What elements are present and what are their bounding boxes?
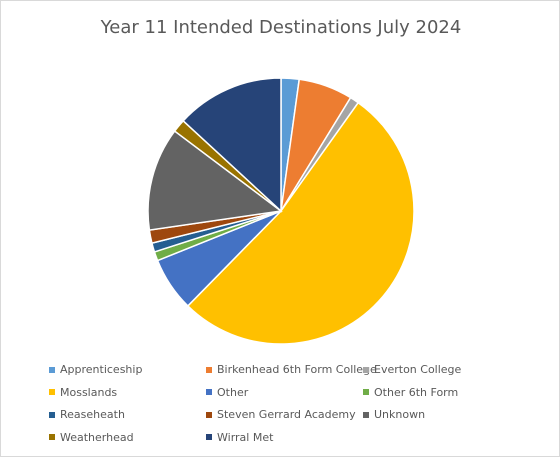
legend-item: Everton College [363,363,461,376]
legend-item: Apprenticeship [49,363,142,376]
legend-swatch [363,389,369,395]
legend-label: Other [217,385,249,399]
legend-item: Wirral Met [206,431,273,444]
legend-item: Steven Gerrard Academy [206,408,356,421]
legend-swatch [206,434,212,440]
legend-item: Other [206,386,248,399]
legend-label: Weatherhead [60,430,134,444]
chart-title: Year 11 Intended Destinations July 2024 [100,17,462,38]
legend-swatch [49,411,55,418]
legend-item: Birkenhead 6th Form College [206,363,377,376]
legend-label: Other 6th Form [374,385,459,399]
legend-swatch [49,434,55,440]
legend-label: Everton College [374,363,462,376]
legend-label: Unknown [374,408,426,421]
pie-slice-mosslands [186,101,415,345]
legend-swatch [363,366,369,373]
legend-item: Reaseheath [49,408,125,421]
legend-swatch [363,411,369,418]
legend-swatch [206,389,212,395]
pie-slice-unknown [147,130,283,231]
legend-swatch [49,366,55,373]
legend-item: Unknown [363,408,425,421]
legend-label: Apprenticeship [60,363,143,376]
legend-item: Weatherhead [49,431,134,444]
legend-swatch [206,411,212,418]
legend-label: Birkenhead 6th Form College [217,363,377,376]
legend-item: Other 6th Form [363,386,458,399]
legend-swatch [49,389,55,395]
legend-item: Mosslands [49,386,117,399]
legend-label: Reaseheath [60,408,125,421]
pie-slice-wirral-met [182,77,282,213]
legend-label: Wirral Met [217,430,274,444]
legend-swatch [206,366,212,373]
legend-label: Steven Gerrard Academy [217,408,356,421]
legend-label: Mosslands [60,385,118,399]
